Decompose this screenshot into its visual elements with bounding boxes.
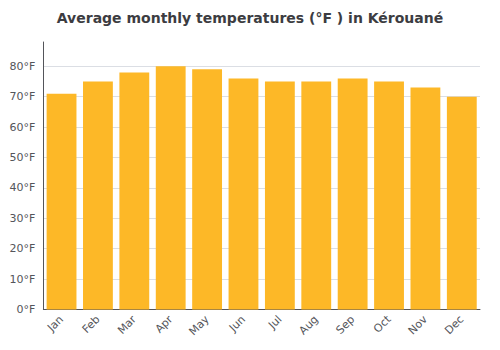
svg-text:Feb: Feb [80, 313, 103, 336]
svg-text:Average monthly temperatures (: Average monthly temperatures (°F ) in Ké… [57, 10, 443, 26]
svg-text:50°F: 50°F [10, 151, 36, 164]
svg-text:0°F: 0°F [17, 303, 36, 316]
svg-text:Nov: Nov [406, 313, 431, 338]
svg-text:Sep: Sep [333, 313, 357, 337]
svg-text:60°F: 60°F [10, 121, 36, 134]
svg-text:40°F: 40°F [10, 181, 36, 194]
svg-text:Oct: Oct [371, 312, 394, 335]
svg-text:Apr: Apr [153, 313, 176, 336]
svg-text:Aug: Aug [296, 313, 320, 337]
svg-text:70°F: 70°F [10, 90, 36, 103]
svg-text:Mar: Mar [115, 313, 139, 337]
svg-text:Jul: Jul [265, 313, 284, 332]
svg-text:80°F: 80°F [10, 60, 36, 73]
svg-text:Jun: Jun [226, 313, 248, 335]
svg-text:20°F: 20°F [10, 242, 36, 255]
svg-text:10°F: 10°F [10, 273, 36, 286]
svg-text:Dec: Dec [442, 313, 466, 337]
svg-text:30°F: 30°F [10, 212, 36, 225]
svg-text:May: May [186, 313, 212, 339]
svg-text:Jan: Jan [44, 313, 66, 335]
